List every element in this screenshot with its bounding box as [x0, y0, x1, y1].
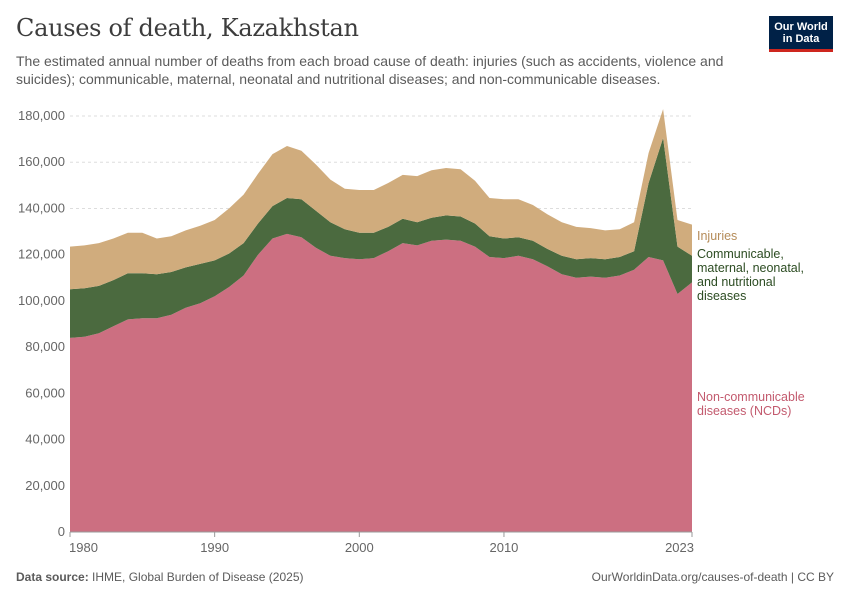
x-tick-label: 1980 [69, 540, 98, 555]
series-label: Communicable, [697, 247, 784, 261]
data-source-text: IHME, Global Burden of Disease (2025) [92, 570, 304, 584]
stacked-area-chart: 0 20,000 40,000 60,000 80,000 100,000 120,000 1… [18, 108, 805, 555]
x-tick-label: 2023 [665, 540, 694, 555]
x-tick-label: 2010 [489, 540, 518, 555]
source-url-link[interactable]: OurWorldinData.org/causes-of-death | CC … [591, 570, 834, 584]
x-tick-label: 1990 [200, 540, 229, 555]
series-label: Injuries [697, 229, 737, 243]
y-tick-label: 80,000 [25, 339, 65, 354]
data-source-label: Data source: [16, 570, 89, 584]
chart-title: Causes of death, Kazakhstan [16, 14, 359, 42]
series-label: and nutritional [697, 275, 776, 289]
owid-logo[interactable]: Our World in Data [769, 16, 833, 52]
y-tick-label: 40,000 [25, 432, 65, 447]
y-tick-label: 180,000 [18, 108, 65, 123]
y-tick-label: 100,000 [18, 293, 65, 308]
x-tick-label: 2000 [345, 540, 374, 555]
y-tick-label: 120,000 [18, 247, 65, 262]
area-series [70, 109, 692, 532]
axes: 0 20,000 40,000 60,000 80,000 100,000 120,000 1… [18, 108, 694, 555]
series-label: diseases (NCDs) [697, 404, 791, 418]
logo-line-2: in Data [782, 33, 820, 45]
data-source: Data source: IHME, Global Burden of Dise… [16, 570, 303, 584]
chart-subtitle: The estimated annual number of deaths fr… [16, 53, 724, 87]
area-series[interactable] [70, 138, 692, 338]
series-label: Non-communicable [697, 390, 805, 404]
y-tick-label: 20,000 [25, 478, 65, 493]
y-tick-label: 0 [58, 524, 65, 539]
series-label: diseases [697, 289, 746, 303]
logo-line-1: Our World [774, 21, 828, 33]
y-tick-label: 140,000 [18, 200, 65, 215]
y-tick-label: 60,000 [25, 385, 65, 400]
area-series[interactable] [70, 109, 692, 290]
area-series[interactable] [70, 233, 692, 532]
y-tick-label: 160,000 [18, 154, 65, 169]
series-label: maternal, neonatal, [697, 261, 804, 275]
